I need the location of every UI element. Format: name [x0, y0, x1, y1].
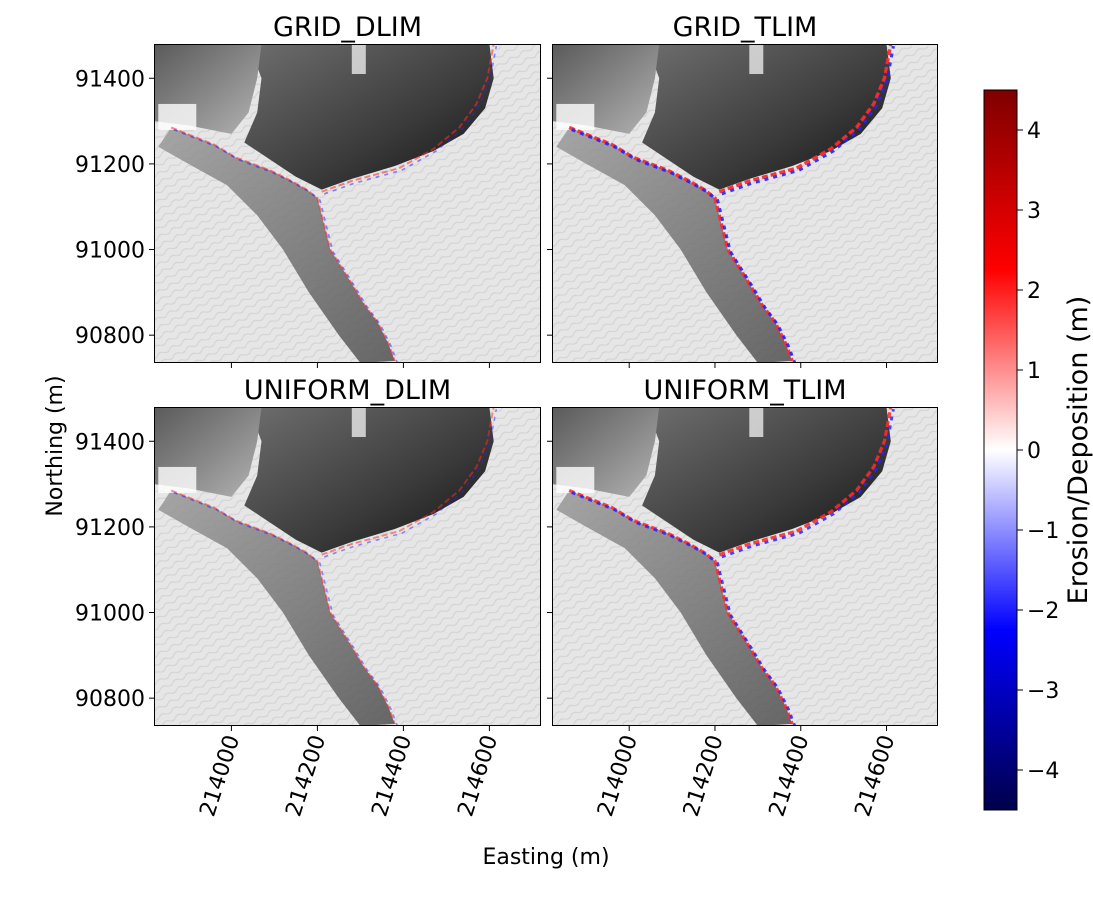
colorbar-tick-label: 0	[1027, 439, 1041, 464]
panel-title: UNIFORM_DLIM	[244, 375, 451, 406]
nodata-patch	[556, 103, 595, 130]
x-tick-label: 214200	[281, 732, 331, 820]
nodata-patch	[351, 407, 366, 437]
deposition-band	[718, 407, 893, 557]
valley-slope	[556, 127, 793, 363]
nodata-patch	[749, 44, 764, 74]
y-tick-label: 91000	[75, 239, 145, 264]
erosion-band	[324, 408, 498, 558]
erosion-band	[721, 45, 895, 196]
x-tick-label: 214600	[453, 732, 503, 820]
erosion-band	[571, 491, 797, 726]
x-tick-label: 214400	[367, 732, 417, 820]
nodata-patch	[158, 466, 197, 493]
north-hill	[642, 44, 891, 190]
deposition-band	[321, 44, 495, 193]
erosion-band	[324, 45, 498, 195]
panel-map	[552, 407, 938, 726]
y-axis-label: Northing (m)	[43, 375, 68, 516]
y-tick-label: 90800	[75, 324, 145, 349]
erosion-band	[721, 408, 895, 559]
colorbar-tick-label: 1	[1027, 359, 1041, 384]
x-tick-label: 214200	[679, 732, 729, 820]
y-tick-label: 91200	[75, 153, 145, 178]
panel-title: GRID_TLIM	[673, 12, 818, 43]
x-tick-label: 214000	[593, 732, 643, 820]
x-tick-label: 214000	[195, 732, 245, 820]
panel-frame	[552, 407, 938, 726]
colorbar-label: Erosion/Deposition (m)	[1063, 296, 1093, 605]
panel: UNIFORM_TLIM 214000 214200 214400 214600	[547, 375, 938, 820]
deposition-band	[568, 125, 794, 362]
colorbar-tick-label: −3	[1027, 679, 1059, 704]
y-tick-label: 91200	[75, 516, 145, 541]
colorbar-tick-label: 3	[1027, 199, 1041, 224]
nodata-patch	[556, 466, 595, 493]
y-tick-label: 91000	[75, 602, 145, 627]
panel-frame	[154, 44, 541, 363]
north-hill	[244, 407, 494, 553]
north-hill	[642, 407, 891, 553]
panel: GRID_DLIM 90800 91000 91200 91400	[75, 12, 541, 368]
deposition-band	[170, 489, 396, 725]
nodata-patch	[749, 407, 764, 437]
erosion-band	[571, 128, 797, 363]
y-tick-label: 91400	[75, 430, 145, 455]
erosion-band	[173, 491, 399, 726]
valley-slope	[556, 490, 793, 726]
panel-frame	[154, 407, 541, 726]
panel-map	[154, 44, 541, 363]
colorbar-tick-label: −1	[1027, 519, 1059, 544]
colorbar-tick-label: 4	[1027, 119, 1041, 144]
colorbar-tick-label: 2	[1027, 279, 1041, 304]
x-tick-label: 214400	[765, 732, 815, 820]
panel: GRID_TLIM	[547, 12, 938, 368]
y-tick-label: 90800	[75, 687, 145, 712]
nodata-patch	[351, 44, 366, 74]
panel-title: UNIFORM_TLIM	[643, 375, 846, 406]
valley-slope	[158, 490, 395, 726]
panels-group: GRID_DLIM 90800 91000 91200 91400 GRID_TLIM UN…	[75, 12, 938, 820]
y-tick-label: 91400	[75, 67, 145, 92]
x-tick-label: 214600	[851, 732, 901, 820]
deposition-band	[321, 407, 495, 556]
colorbar-gradient	[983, 89, 1018, 811]
panel-frame	[552, 44, 938, 363]
colorbar-tick-label: −4	[1027, 759, 1059, 784]
panel: UNIFORM_DLIM 90800 91000 91200 91400 214000 21…	[75, 375, 541, 820]
panel-map	[552, 44, 938, 363]
north-hill	[244, 44, 494, 190]
colorbar-ticks: −4 −3 −2 −1 0 1 2 3 4	[1017, 119, 1059, 784]
deposition-band	[170, 126, 396, 362]
nodata-patch	[158, 103, 197, 130]
colorbar-tick-label: −2	[1027, 599, 1059, 624]
colorbar: −4 −3 −2 −1 0 1 2 3 4 Erosion/Deposition (m)	[983, 89, 1093, 811]
deposition-band	[568, 489, 794, 725]
erosion-band	[173, 128, 399, 363]
x-axis-label: Easting (m)	[482, 845, 609, 870]
valley-slope	[158, 127, 395, 363]
deposition-band	[718, 44, 893, 194]
panel-map	[154, 407, 541, 726]
panel-title: GRID_DLIM	[273, 12, 422, 43]
